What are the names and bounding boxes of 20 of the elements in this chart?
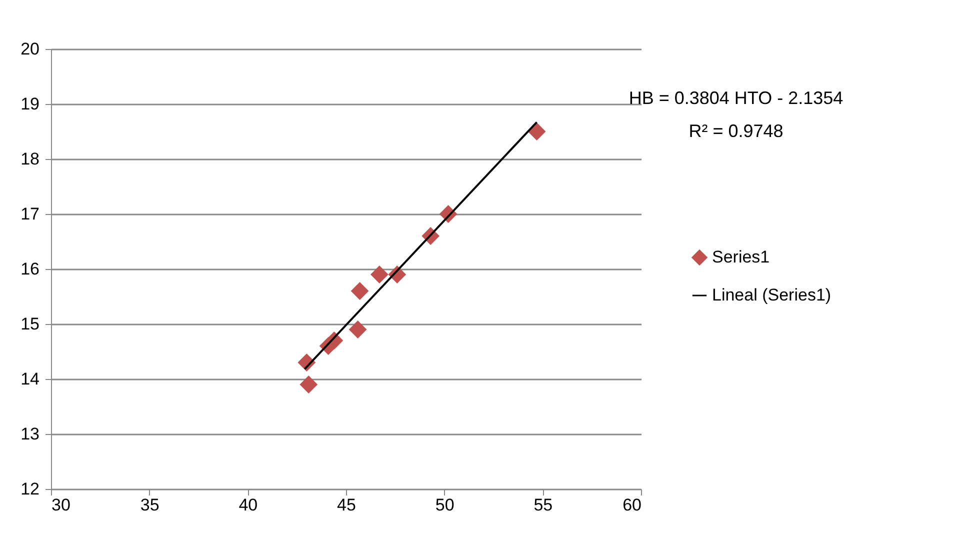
y-tick-label: 20 bbox=[20, 40, 40, 58]
x-tick-label: 50 bbox=[435, 496, 454, 514]
x-tick-label: 60 bbox=[622, 496, 642, 514]
y-tick-label: 18 bbox=[20, 150, 40, 168]
y-tick-label: 13 bbox=[20, 424, 40, 444]
legend-label: Series1 bbox=[712, 248, 770, 266]
legend-label: Lineal (Series1) bbox=[712, 286, 832, 304]
x-tick-label: 45 bbox=[337, 496, 356, 514]
text: R² = 0.9748 bbox=[688, 121, 784, 141]
y-tick-label: 17 bbox=[20, 204, 40, 224]
y-tick-label: 12 bbox=[20, 480, 40, 498]
x-tick-label: 40 bbox=[238, 496, 258, 514]
y-tick-label: 16 bbox=[20, 260, 40, 278]
y-tick-label: 14 bbox=[20, 370, 40, 388]
annotation: HB = 0.3804 HTO - 2.1354 bbox=[628, 88, 844, 108]
x-tick-label: 55 bbox=[534, 496, 553, 514]
x-tick-label: 35 bbox=[140, 496, 160, 514]
x-tick-label: 30 bbox=[52, 496, 70, 514]
y-tick-label: 15 bbox=[20, 314, 40, 334]
y-tick-label: 19 bbox=[20, 94, 40, 114]
